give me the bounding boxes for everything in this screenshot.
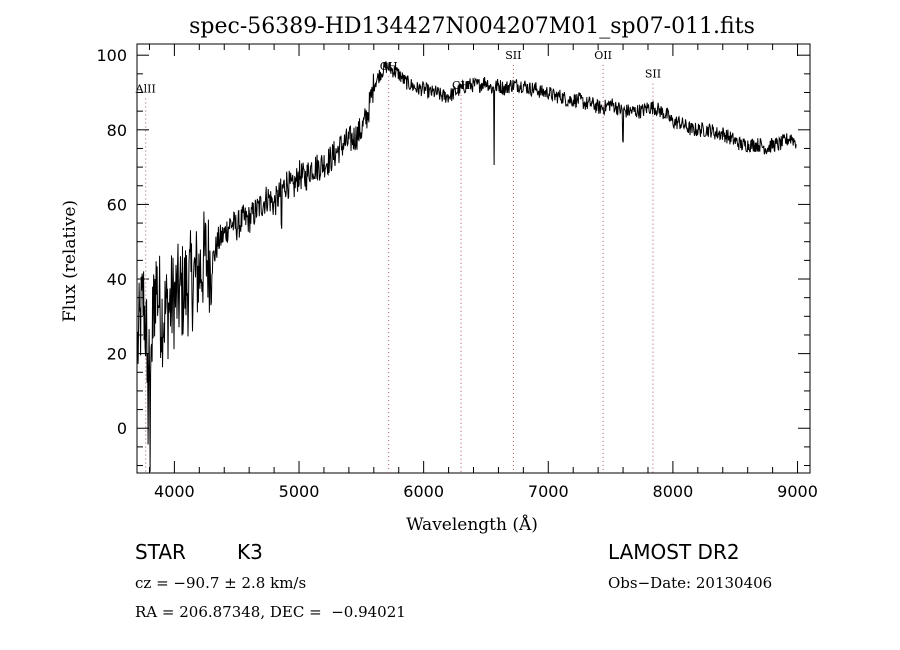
coords-label: RA = 206.87348, DEC = −0.94021 bbox=[135, 603, 406, 621]
y-tick-label: 100 bbox=[96, 46, 127, 65]
plot-area: 4000 5000 6000 7000 8000 9000 0 20 40 60 80 100 AlII… bbox=[96, 43, 818, 501]
y-tick-label: 40 bbox=[107, 270, 127, 289]
x-axis-label: Wavelength (Å) bbox=[406, 514, 538, 535]
line-marker-label: SII bbox=[505, 49, 521, 62]
chart-title: spec-56389-HD134427N004207M01_sp07-011.f… bbox=[189, 14, 755, 39]
y-tick-label: 0 bbox=[117, 419, 127, 438]
obs-date-label: Obs−Date: 20130406 bbox=[608, 574, 773, 592]
velocity-label: cz = −90.7 ± 2.8 km/s bbox=[135, 574, 307, 592]
object-type-label: STAR bbox=[135, 540, 186, 564]
spectrum-line bbox=[137, 61, 797, 472]
line-marker-label: OII bbox=[594, 49, 612, 62]
survey-label: LAMOST DR2 bbox=[608, 540, 740, 564]
x-tick-label: 9000 bbox=[777, 482, 818, 501]
y-tick-label: 60 bbox=[107, 195, 127, 214]
y-axis-label: Flux (relative) bbox=[60, 200, 80, 322]
y-tick-label: 20 bbox=[107, 345, 127, 364]
x-tick-label: 8000 bbox=[653, 482, 694, 501]
line-marker-label: AlII bbox=[135, 82, 156, 95]
plot-frame bbox=[136, 43, 811, 474]
x-tick-label: 5000 bbox=[279, 482, 320, 501]
x-tick-label: 7000 bbox=[528, 482, 569, 501]
y-tick-label: 80 bbox=[107, 121, 127, 140]
subclass-label: K3 bbox=[237, 540, 263, 564]
x-tick-label: 6000 bbox=[403, 482, 444, 501]
line-marker-label: SII bbox=[645, 68, 661, 81]
x-tick-label: 4000 bbox=[154, 482, 195, 501]
